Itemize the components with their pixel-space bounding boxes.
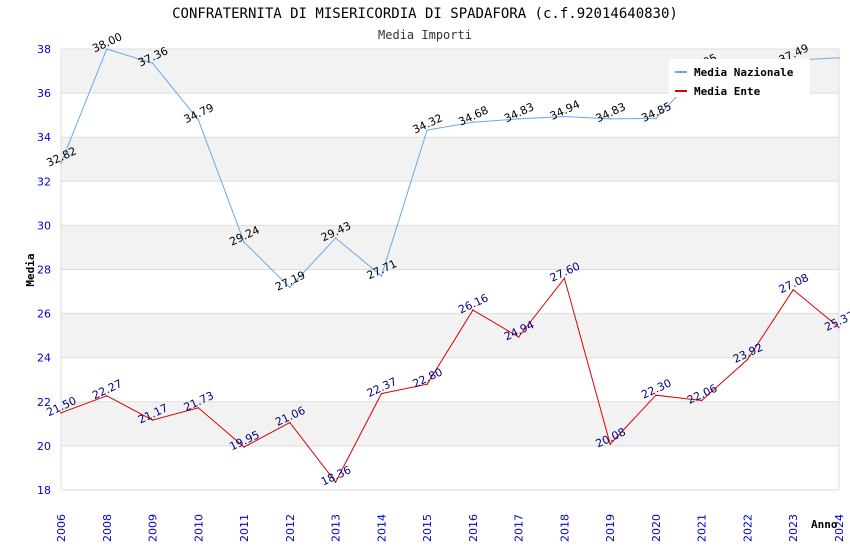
data-point (289, 286, 291, 289)
data-label: 34.83 (594, 100, 628, 125)
y-tick-label: 30 (37, 219, 51, 232)
x-tick-label: 2021 (696, 514, 709, 542)
data-point (197, 118, 200, 121)
y-tick-label: 26 (37, 308, 51, 321)
data-point (792, 288, 795, 291)
y-tick-label: 34 (37, 131, 51, 144)
data-point (517, 118, 520, 120)
data-point (426, 383, 428, 385)
data-point (838, 57, 840, 59)
data-point (151, 419, 154, 421)
y-tick-label: 22 (37, 396, 51, 409)
data-label: 27.19 (273, 269, 307, 294)
data-point (472, 121, 474, 124)
x-tick-label: 2010 (192, 514, 205, 542)
chart-subtitle: Media Importi (378, 28, 472, 42)
data-point (472, 309, 474, 311)
series-line-media-ente (60, 277, 840, 484)
x-tick-label: 2022 (741, 514, 754, 542)
x-tick-label: 2020 (650, 514, 663, 542)
x-tick-label: 2008 (101, 514, 114, 542)
data-point (334, 237, 337, 239)
x-tick-label: 2017 (513, 514, 526, 542)
data-point (289, 421, 291, 424)
x-tick-label: 2024 (833, 514, 846, 542)
data-point (609, 443, 611, 445)
data-label: 34.68 (456, 103, 490, 128)
x-tick-label: 2013 (330, 514, 343, 542)
data-point (517, 336, 520, 338)
data-point (380, 275, 383, 277)
chart-title: CONFRATERNITA DI MISERICORDIA DI SPADAFO… (172, 6, 678, 22)
legend: Media Nazionale Media Ente (669, 59, 810, 98)
grid-band (61, 313, 839, 358)
x-tick-label: 2018 (558, 514, 571, 542)
grid-band (61, 225, 839, 270)
legend-box (669, 59, 810, 97)
y-tick-label: 18 (37, 484, 51, 497)
data-label: 22.37 (365, 375, 399, 400)
data-point (243, 241, 245, 243)
data-point (60, 162, 62, 165)
data-point (655, 394, 657, 396)
x-axis-label: Anno (811, 518, 838, 531)
data-point (746, 358, 749, 361)
data-label: 22.30 (639, 376, 673, 401)
data-label: 34.83 (502, 100, 536, 125)
grid-band (61, 137, 839, 182)
x-tick-label: 2014 (375, 514, 388, 542)
grid-band (61, 401, 839, 446)
data-point (105, 395, 108, 397)
data-label: 22.27 (90, 377, 124, 402)
data-point (655, 117, 657, 120)
data-point (334, 481, 337, 483)
data-label: 27.08 (777, 271, 811, 296)
data-label: 26.16 (456, 291, 490, 316)
data-label: 34.32 (411, 111, 445, 136)
data-point (380, 392, 383, 395)
data-label: 22.80 (411, 365, 445, 390)
data-point (243, 446, 245, 448)
data-point (151, 62, 154, 64)
y-tick-label: 28 (37, 264, 51, 277)
x-tick-label: 2015 (421, 514, 434, 542)
data-point (197, 406, 200, 409)
data-label: 34.94 (548, 98, 582, 123)
data-point (426, 129, 428, 131)
x-tick-label: 2016 (467, 514, 480, 542)
x-tick-label: 2009 (147, 514, 160, 542)
y-tick-label: 20 (37, 440, 51, 453)
legend-label: Media Ente (694, 85, 761, 98)
y-tick-label: 38 (37, 43, 51, 56)
y-axis-label: Media (24, 253, 37, 286)
x-tick-label: 2006 (55, 514, 68, 542)
data-label: 34.85 (639, 100, 673, 125)
y-tick-label: 24 (37, 352, 51, 365)
data-point (563, 277, 566, 280)
y-tick-label: 32 (37, 175, 51, 188)
x-tick-label: 2011 (238, 514, 251, 542)
data-point (609, 118, 611, 120)
data-point (105, 48, 108, 50)
data-point (60, 412, 62, 414)
x-tick-label: 2012 (284, 514, 297, 542)
x-tick-label: 2023 (787, 514, 800, 542)
data-point (700, 399, 703, 402)
legend-label: Media Nazionale (694, 66, 794, 79)
x-tick-label: 2019 (604, 514, 617, 542)
y-tick-label: 36 (37, 87, 51, 100)
data-point (838, 326, 840, 329)
data-point (563, 115, 566, 118)
